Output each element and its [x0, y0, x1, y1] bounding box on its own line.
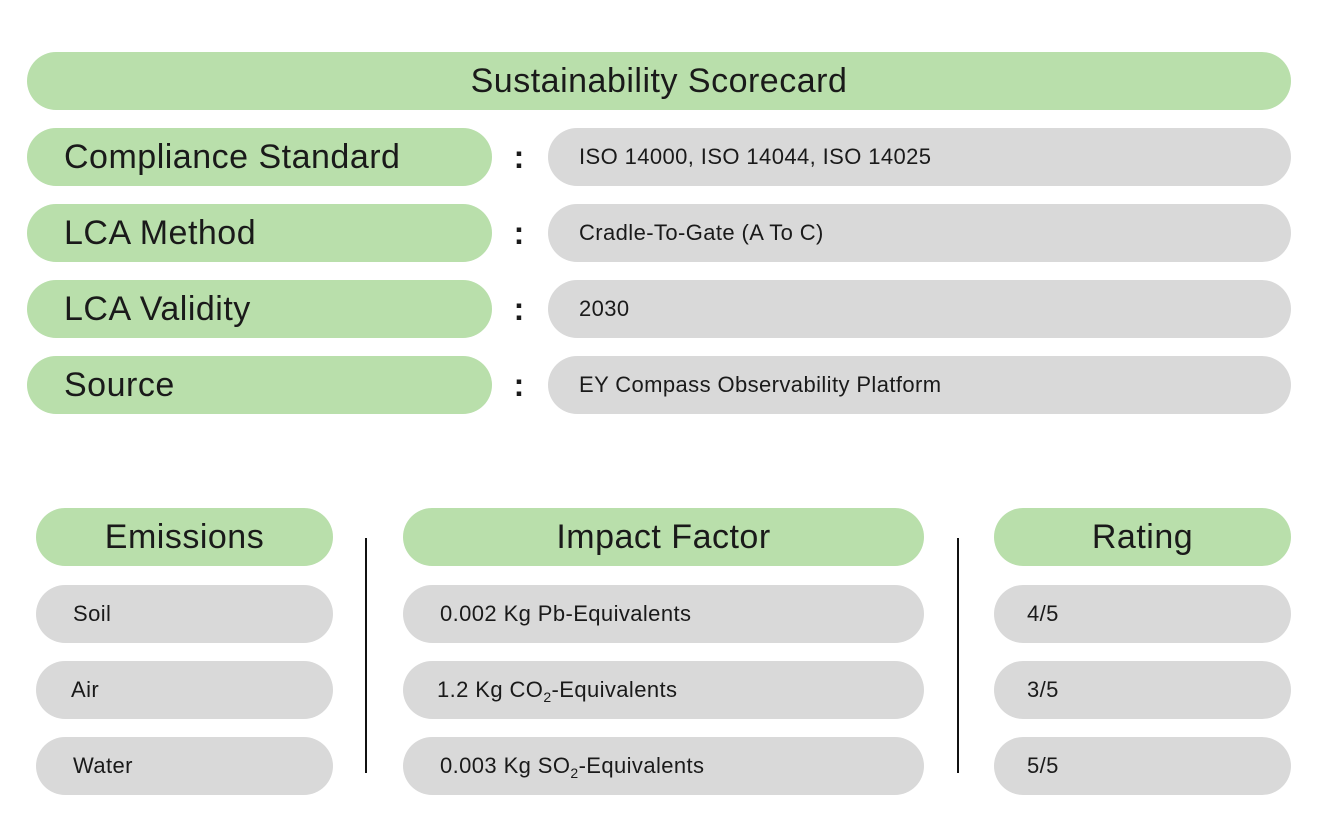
colon-separator: :: [513, 366, 525, 403]
rating-cell-water: 5/5: [994, 737, 1291, 795]
impact-cell-soil: 0.002 Kg Pb-Equivalents: [403, 585, 924, 643]
rating-cell-soil: 4/5: [994, 585, 1291, 643]
impact-cell-water: 0.003 Kg SO2-Equivalents: [403, 737, 924, 795]
emission-cell-soil: Soil: [36, 585, 333, 643]
lca-validity-label: LCA Validity: [27, 280, 492, 338]
colon-separator: :: [513, 290, 525, 327]
emission-cell-air: Air: [36, 661, 333, 719]
impact-value: 1.2 Kg CO2-Equivalents: [437, 677, 678, 705]
emission-cell-water: Water: [36, 737, 333, 795]
colon-separator: :: [513, 214, 525, 251]
source-value: EY Compass Observability Platform: [548, 356, 1291, 414]
impact-factor-header: Impact Factor: [403, 508, 924, 566]
rating-header: Rating: [994, 508, 1291, 566]
compliance-standard-value: ISO 14000, ISO 14044, ISO 14025: [548, 128, 1291, 186]
emissions-header: Emissions: [36, 508, 333, 566]
compliance-standard-label: Compliance Standard: [27, 128, 492, 186]
source-label: Source: [27, 356, 492, 414]
impact-value: 0.003 Kg SO2-Equivalents: [440, 753, 705, 781]
colon-separator: :: [513, 138, 525, 175]
scorecard-title: Sustainability Scorecard: [27, 52, 1291, 110]
column-divider: [365, 538, 367, 773]
impact-value: 0.002 Kg Pb-Equivalents: [440, 601, 692, 626]
impact-cell-air: 1.2 Kg CO2-Equivalents: [403, 661, 924, 719]
lca-method-label: LCA Method: [27, 204, 492, 262]
lca-method-value: Cradle-To-Gate (A To C): [548, 204, 1291, 262]
rating-cell-air: 3/5: [994, 661, 1291, 719]
lca-validity-value: 2030: [548, 280, 1291, 338]
column-divider: [957, 538, 959, 773]
